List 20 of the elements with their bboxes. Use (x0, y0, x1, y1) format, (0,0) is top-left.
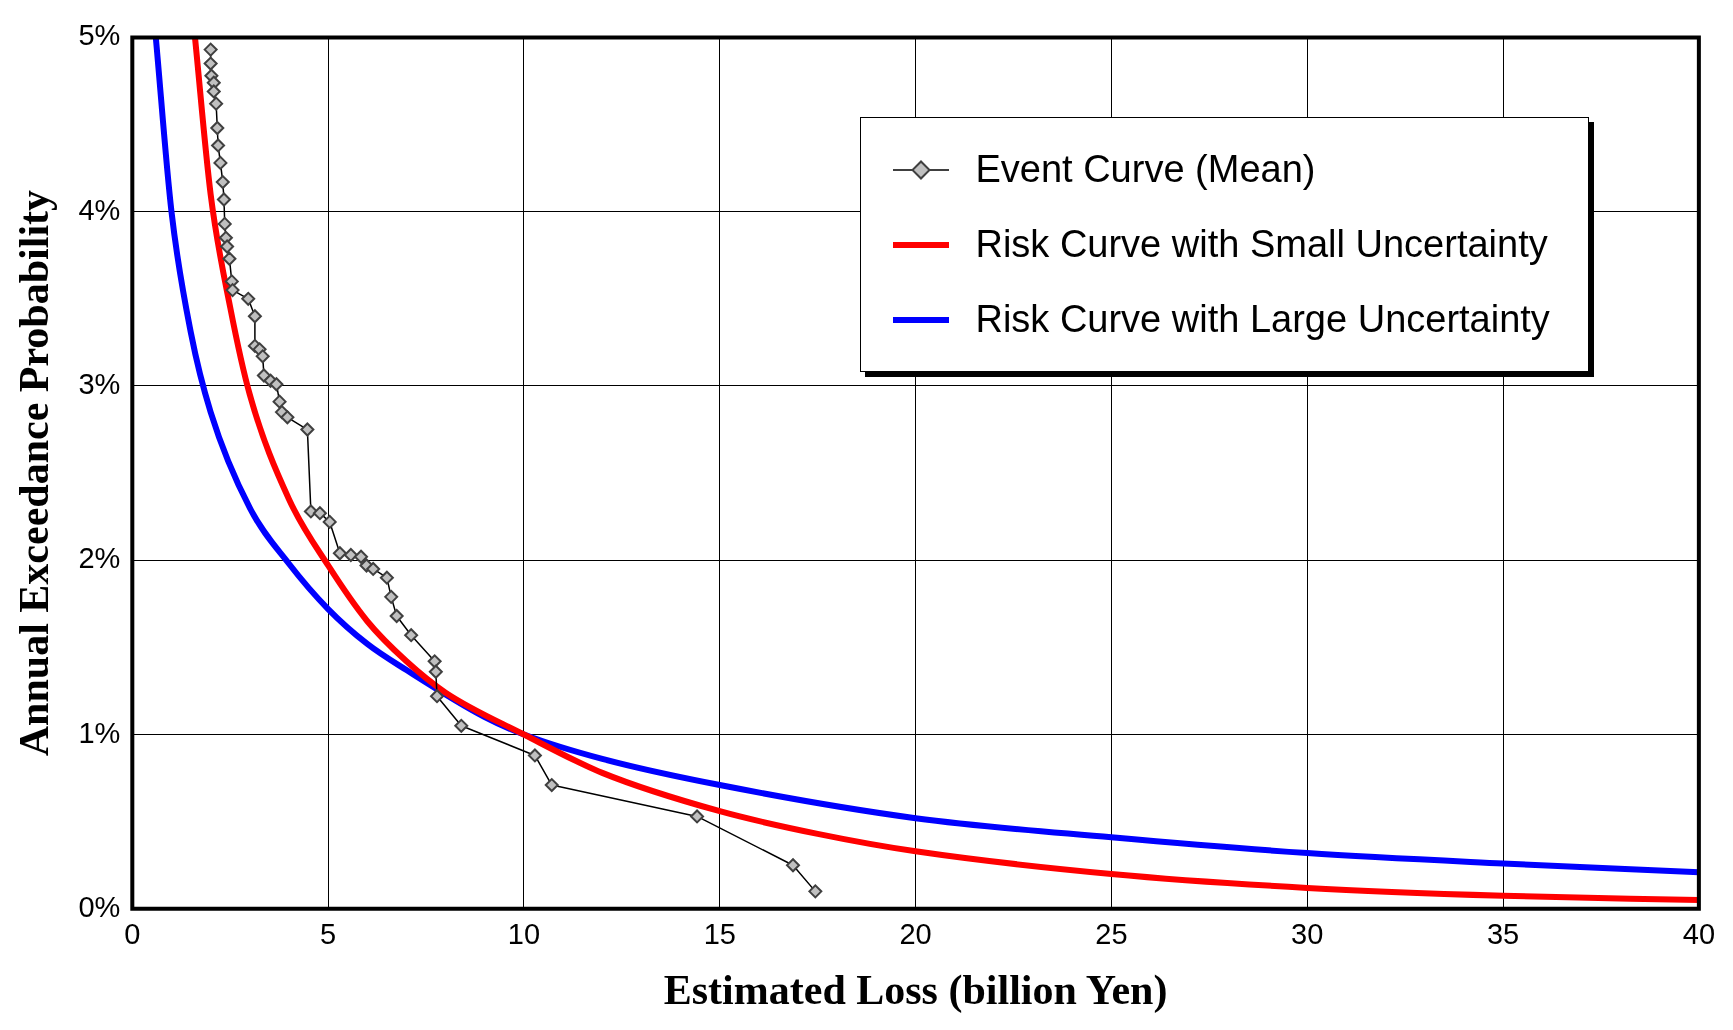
x-tick-label: 35 (1486, 918, 1520, 951)
y-tick-label: 0% (78, 890, 121, 923)
x-tick-label: 10 (507, 918, 541, 951)
legend-label: Risk Curve with Large Uncertainty (975, 298, 1550, 342)
x-tick-label: 40 (1682, 918, 1715, 951)
y-tick-label: 2% (78, 542, 121, 575)
y-tick-label: 3% (78, 367, 121, 400)
x-tick-label: 15 (703, 918, 736, 951)
y-tick-label: 1% (78, 716, 121, 749)
legend-label: Risk Curve with Small Uncertainty (975, 223, 1548, 267)
x-tick-label: 30 (1291, 918, 1324, 951)
x-axis-title: Estimated Loss (billion Yen) (663, 966, 1168, 1014)
x-tick-label: 20 (899, 918, 932, 951)
y-tick-label: 4% (78, 193, 121, 226)
y-axis-title: Annual Exceedance Probability (11, 189, 58, 757)
x-tick-label: 0 (124, 918, 141, 951)
x-tick-label: 25 (1095, 918, 1128, 951)
y-tick-label: 5% (78, 19, 121, 52)
legend-label: Event Curve (Mean) (975, 148, 1316, 192)
x-tick-label: 5 (320, 918, 337, 951)
